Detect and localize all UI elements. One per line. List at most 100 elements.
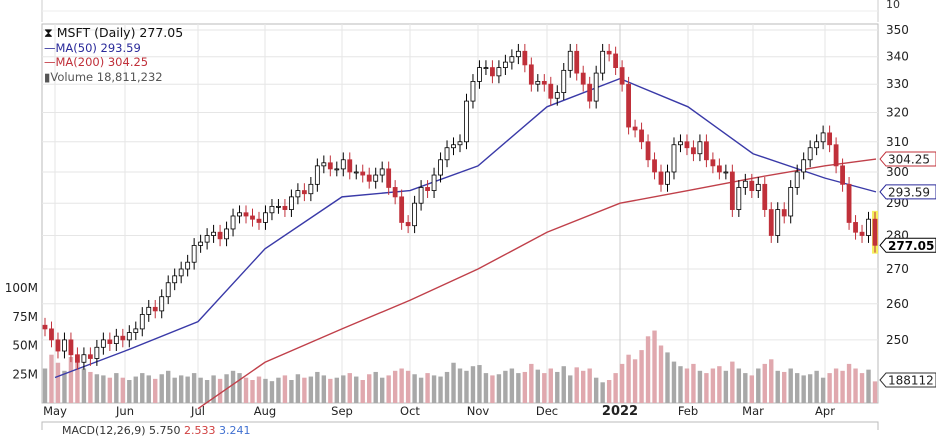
volume-bar — [243, 377, 249, 403]
volume-bar — [133, 376, 138, 403]
volume-bar — [360, 380, 365, 403]
candle-body — [678, 141, 683, 146]
candle — [807, 140, 813, 168]
ma50-line — [54, 77, 877, 379]
candle — [567, 43, 573, 78]
volume-bar — [619, 363, 625, 403]
volume-bar — [723, 370, 729, 403]
volume-bar — [42, 368, 48, 403]
candle — [470, 74, 476, 109]
candle — [814, 134, 820, 156]
volume-bar — [191, 373, 197, 403]
candle-body — [639, 129, 644, 143]
line-icon: — — [44, 40, 56, 55]
top-panel-tick: 10 — [886, 0, 900, 11]
candle — [405, 215, 411, 234]
candle-body — [619, 67, 625, 85]
volume-bar — [503, 370, 508, 403]
candle — [172, 268, 178, 291]
candle — [165, 275, 171, 305]
candle-body — [528, 64, 534, 85]
candle — [755, 176, 761, 198]
volume-bar — [392, 370, 398, 403]
volume-bar — [269, 381, 275, 403]
candle-body — [308, 183, 314, 195]
y-tick-label: 260 — [886, 297, 909, 311]
volume-bar — [159, 374, 164, 403]
candle-body — [276, 205, 281, 208]
volume-bar — [55, 362, 61, 403]
candle-body — [587, 83, 593, 102]
candle — [587, 76, 593, 109]
candle — [684, 134, 690, 156]
candle — [94, 339, 100, 366]
candle-body — [794, 171, 800, 188]
candle — [781, 202, 787, 224]
candle — [691, 140, 696, 162]
candle-body — [366, 174, 372, 182]
volume-bar — [198, 377, 203, 403]
volume-bar — [600, 382, 605, 403]
candle — [373, 167, 379, 189]
candle — [665, 164, 670, 192]
candle-body — [172, 275, 178, 284]
candle — [62, 332, 67, 359]
candle — [418, 180, 424, 211]
candle-body — [133, 328, 139, 333]
candle-body — [807, 147, 813, 161]
candle-body — [704, 141, 709, 161]
candle — [347, 152, 353, 180]
candle — [295, 183, 301, 205]
candle-body — [477, 67, 482, 82]
candle-body — [269, 205, 275, 214]
candle-body — [645, 141, 651, 161]
macd-legend: MACD(12,26,9) 5.750 2.533 3.241 — [62, 424, 251, 437]
volume-bar — [412, 374, 417, 403]
candle-body — [75, 354, 80, 363]
ma200-value-tag-box — [879, 151, 936, 167]
candle — [580, 65, 586, 92]
candle-body — [289, 196, 294, 210]
candle — [113, 328, 119, 351]
candle — [204, 228, 210, 250]
candle-body — [120, 335, 126, 341]
candle — [632, 119, 638, 138]
volume-bar — [593, 377, 599, 403]
candle — [412, 195, 418, 234]
volume-bar — [866, 369, 871, 403]
candle-body — [535, 81, 541, 85]
candle-body — [42, 324, 48, 330]
legend-volume: ▮Volume 18,811,232 — [44, 69, 163, 84]
volume-bar — [581, 370, 586, 403]
candle — [496, 60, 502, 84]
candle — [237, 205, 242, 224]
candle — [678, 134, 683, 153]
volume-bar — [782, 371, 787, 403]
candle-body — [613, 53, 619, 68]
candle — [386, 161, 392, 195]
candle — [399, 189, 405, 230]
volume-bar — [756, 368, 761, 403]
volume-bar — [295, 374, 301, 403]
candle-body — [853, 222, 858, 233]
volume-bar — [379, 377, 385, 403]
volume-bar — [62, 370, 67, 403]
ma200-line — [197, 158, 877, 410]
volume-bar — [230, 370, 236, 403]
candle — [100, 332, 106, 355]
candle — [613, 46, 619, 75]
y-tick-label: 320 — [886, 106, 909, 120]
x-tick-label: Aug — [254, 404, 276, 418]
candle — [619, 60, 625, 92]
candle — [716, 158, 722, 180]
x-tick-label: 2022 — [602, 404, 638, 419]
candle-body — [866, 218, 871, 236]
candle — [840, 158, 845, 192]
candle — [652, 152, 657, 180]
volume-bar — [256, 376, 262, 403]
candle — [729, 164, 735, 217]
volume-bar — [418, 377, 424, 403]
candle-body — [464, 100, 469, 143]
candle — [321, 155, 327, 174]
candle — [431, 167, 437, 198]
